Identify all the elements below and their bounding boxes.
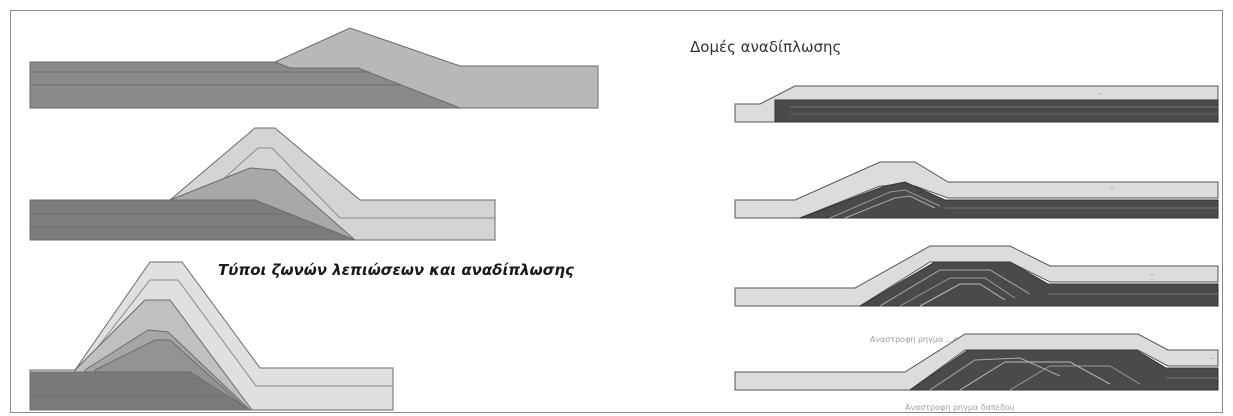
stage3-caption: Αναστροφη ρηγμα ...ρας	[870, 335, 968, 344]
stage3-label: —	[1150, 272, 1154, 277]
left-diagram-1	[29, 27, 599, 109]
left-diagram-2	[29, 127, 496, 241]
stage2-label: —	[1110, 186, 1114, 191]
figure-frame	[10, 10, 1223, 413]
right-stage-4: —	[734, 333, 1219, 391]
left-diagram-3	[29, 261, 394, 411]
zones-title: Τύποι ζωνών λεπιώσεων και αναδίπλωσης	[218, 261, 574, 279]
fold-structures-title: Δομές αναδίπλωσης	[690, 38, 841, 56]
right-stage-1: —	[734, 85, 1219, 123]
stage1-label: —	[1098, 91, 1102, 96]
right-stage-2: —	[734, 161, 1219, 219]
stage4-caption: Αναστροφη ρηγμα δαπεδου	[905, 403, 1015, 412]
stage4-label: —	[1210, 356, 1214, 361]
right-stage-3: —	[734, 245, 1219, 307]
